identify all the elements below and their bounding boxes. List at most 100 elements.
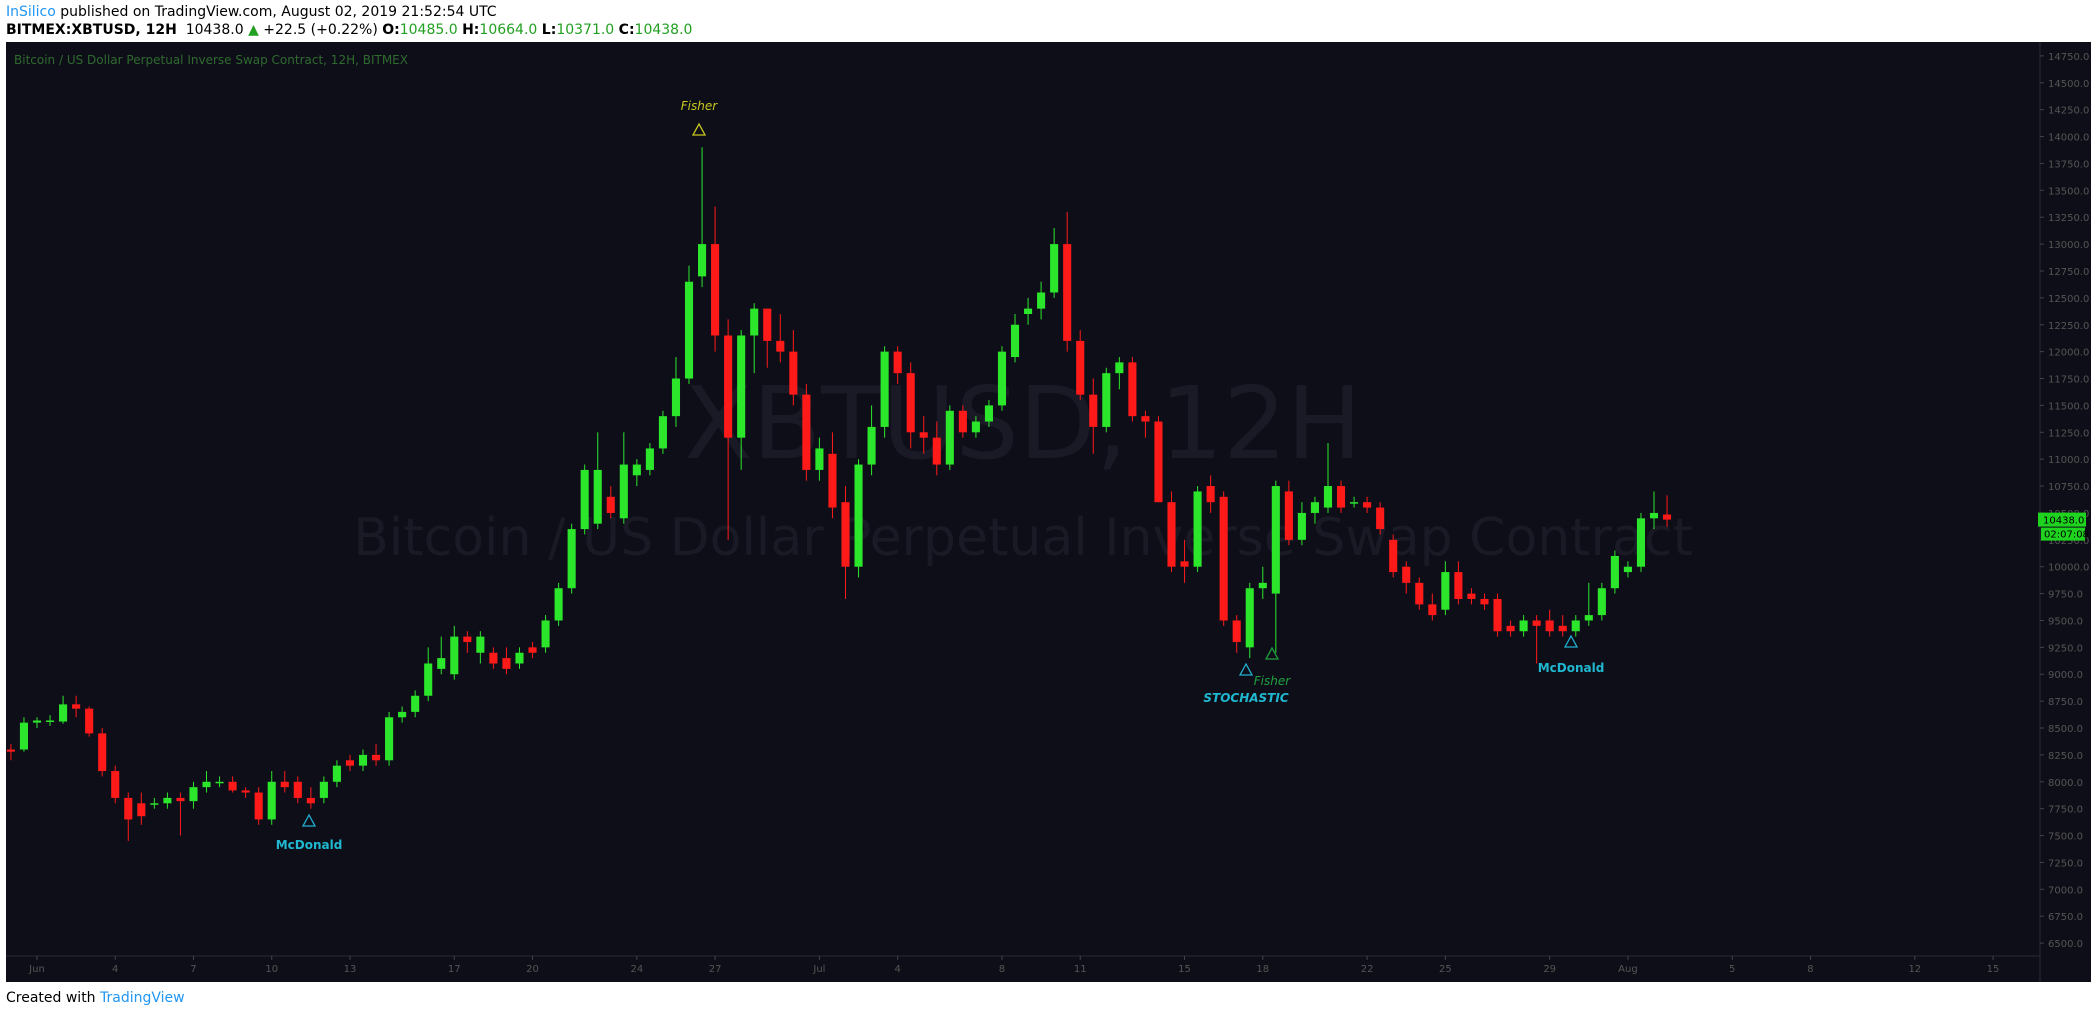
body bbox=[398, 711, 407, 718]
candle bbox=[319, 776, 328, 804]
candle bbox=[1010, 313, 1020, 363]
body bbox=[254, 792, 263, 820]
candle bbox=[1115, 357, 1124, 390]
created: Created with bbox=[6, 990, 96, 1006]
body bbox=[737, 335, 746, 438]
y-tick-label: 10750.0 bbox=[2048, 482, 2089, 493]
candle bbox=[1428, 593, 1437, 621]
body bbox=[358, 754, 368, 766]
body bbox=[632, 464, 641, 476]
candle bbox=[1389, 534, 1398, 578]
candle bbox=[1323, 443, 1333, 513]
l: 10371.0 bbox=[556, 22, 615, 38]
candle bbox=[1571, 615, 1580, 637]
y-tick-label: 8500.0 bbox=[2048, 724, 2083, 735]
candle bbox=[658, 410, 667, 454]
candle bbox=[1258, 566, 1267, 599]
body bbox=[345, 760, 355, 766]
body bbox=[267, 781, 276, 820]
candle bbox=[945, 405, 954, 470]
y-tick-label: 6500.0 bbox=[2048, 939, 2083, 950]
candle bbox=[85, 706, 94, 737]
candle bbox=[1519, 615, 1528, 637]
body bbox=[1063, 244, 1072, 341]
body bbox=[932, 437, 941, 465]
candle bbox=[1063, 211, 1072, 352]
candle bbox=[1024, 297, 1033, 325]
body bbox=[450, 636, 459, 675]
x-tick-label: 15 bbox=[1178, 964, 1191, 975]
signal-triangle bbox=[1264, 646, 1280, 660]
x-tick-label: Jul bbox=[812, 964, 825, 975]
x-tick-label: 24 bbox=[630, 964, 643, 975]
candle bbox=[906, 362, 915, 449]
candle bbox=[776, 313, 785, 363]
countdown-box bbox=[2041, 527, 2085, 541]
body bbox=[958, 410, 967, 433]
body bbox=[45, 720, 55, 722]
body bbox=[1454, 572, 1463, 599]
body bbox=[1428, 604, 1437, 616]
candle bbox=[828, 432, 837, 519]
x-tick-label: 5 bbox=[1729, 964, 1735, 975]
last-price-label: 10438.0 bbox=[2043, 516, 2084, 527]
y-tick-label: 8250.0 bbox=[2048, 751, 2083, 762]
candle bbox=[6, 744, 15, 761]
y-tick-label: 13000.0 bbox=[2048, 240, 2089, 251]
candle bbox=[163, 792, 172, 809]
y-tick-label: 11000.0 bbox=[2048, 455, 2089, 466]
symbol: BITMEX:XBTUSD, 12H bbox=[6, 22, 177, 38]
candle bbox=[398, 706, 407, 723]
body bbox=[854, 464, 863, 567]
y-tick-label: 11250.0 bbox=[2048, 428, 2089, 439]
y-tick-label: 9000.0 bbox=[2048, 670, 2083, 681]
brand[interactable]: TradingView bbox=[100, 990, 185, 1006]
candle bbox=[854, 459, 863, 578]
body bbox=[411, 695, 420, 712]
y-tick-label: 12250.0 bbox=[2048, 321, 2089, 332]
candle bbox=[1597, 582, 1606, 621]
body bbox=[1584, 615, 1593, 621]
candle bbox=[1467, 588, 1476, 605]
body bbox=[1441, 572, 1450, 610]
candle bbox=[645, 443, 654, 476]
body bbox=[202, 781, 211, 788]
candle bbox=[228, 776, 237, 793]
candle bbox=[606, 486, 615, 519]
plot bbox=[6, 147, 1672, 841]
candle bbox=[280, 771, 289, 793]
body bbox=[1519, 620, 1528, 632]
candle bbox=[619, 432, 628, 524]
candle bbox=[684, 265, 694, 384]
candle bbox=[267, 771, 276, 825]
y-tick-label: 12500.0 bbox=[2048, 294, 2089, 305]
candle bbox=[932, 421, 941, 476]
body bbox=[684, 281, 694, 379]
body bbox=[763, 308, 772, 341]
candle bbox=[724, 319, 733, 540]
body bbox=[1245, 588, 1254, 648]
body bbox=[163, 797, 172, 804]
body bbox=[1310, 502, 1319, 513]
published: published on TradingView.com, August 02,… bbox=[60, 4, 497, 20]
author[interactable]: InSilico bbox=[6, 4, 56, 20]
arrow: ▲ bbox=[248, 22, 259, 38]
body bbox=[489, 652, 498, 664]
body bbox=[59, 704, 68, 722]
candle bbox=[463, 631, 472, 653]
y-tick-label: 8750.0 bbox=[2048, 697, 2083, 708]
candle bbox=[515, 647, 524, 669]
candle bbox=[789, 330, 798, 406]
signal-triangle bbox=[691, 122, 707, 136]
candle bbox=[98, 728, 107, 777]
x-tick-label: 4 bbox=[894, 964, 900, 975]
candle bbox=[1141, 410, 1150, 438]
candle bbox=[385, 711, 394, 766]
candle bbox=[1493, 593, 1502, 637]
body bbox=[98, 733, 107, 772]
body bbox=[1154, 421, 1163, 503]
candle bbox=[254, 787, 263, 825]
body bbox=[1532, 620, 1541, 626]
countdown-label: 02:07:08 bbox=[2044, 530, 2089, 541]
